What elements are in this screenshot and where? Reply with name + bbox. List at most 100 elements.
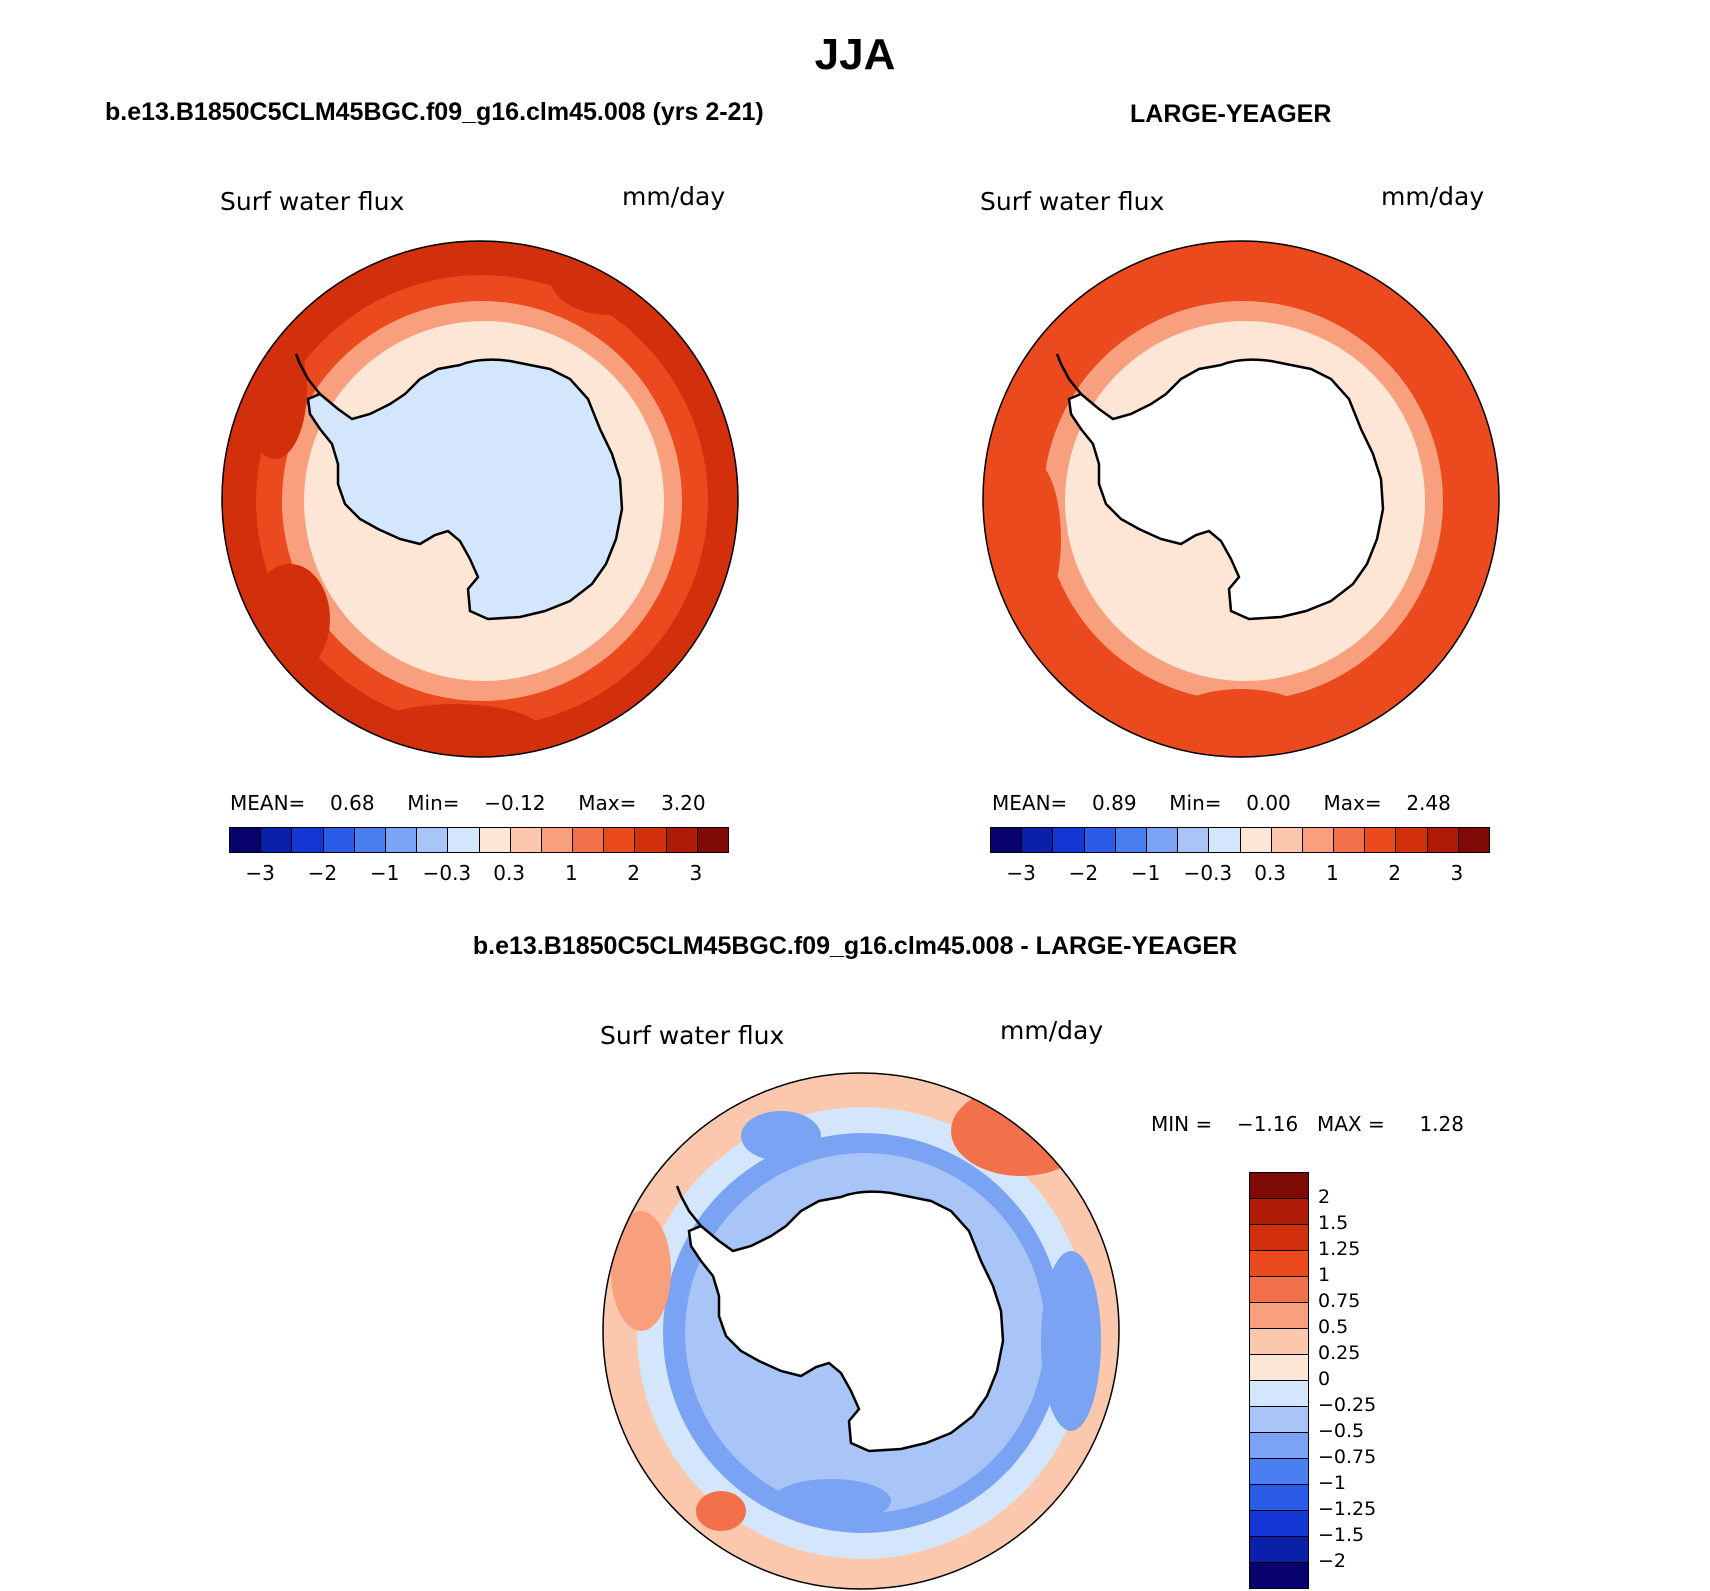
colorbar-level-label: 1.25 (1318, 1238, 1361, 1260)
colorbar-level-label: −0.5 (1318, 1420, 1365, 1442)
contour-anomaly-east (1041, 1251, 1101, 1431)
colorbar-swatch-2 (1250, 1225, 1308, 1251)
colorbar-swatch-4 (1250, 1277, 1308, 1303)
polar-map-obs (982, 240, 1500, 758)
colorbar-swatch-12 (1250, 1485, 1308, 1511)
stats-row-right: MEAN= 0.89 Min= 0.00 Max= 2.48 (992, 791, 1451, 815)
colorbar-swatch-9 (1271, 828, 1303, 852)
colorbar-tick-label: −0.3 (1183, 861, 1233, 885)
colorbar-swatch-14 (666, 828, 698, 852)
variable-label-right: Surf water flux (980, 187, 1165, 216)
map-boundary (982, 240, 1500, 758)
colorbar-swatch-13 (635, 828, 667, 852)
colorbar-swatch-14 (1427, 828, 1459, 852)
colorbar-tick-label: −1 (369, 861, 400, 885)
colorbar-swatch-8 (1240, 828, 1272, 852)
colorbar-swatch-15 (1458, 828, 1489, 852)
contour-hotspot-west (1001, 459, 1061, 619)
colorbar-tick-label: 3 (1450, 861, 1464, 885)
antarctica-coastline (306, 358, 624, 621)
colorbar-swatch-2 (1053, 828, 1085, 852)
diff-min-label: MIN = (1151, 1112, 1213, 1136)
colorbar-tick-label: −3 (1006, 861, 1036, 885)
difference-title: b.e13.B1850C5CLM45BGC.f09_g16.clm45.008 … (472, 932, 1238, 960)
mean-label: MEAN= (992, 791, 1068, 815)
colorbar-swatch-1 (1022, 828, 1054, 852)
colorbar-level-label: 0.25 (1318, 1342, 1361, 1364)
contour-hotspot-north (1141, 241, 1281, 279)
colorbar-level-label: 1.5 (1318, 1212, 1349, 1234)
colorbar-swatch-5 (1250, 1303, 1308, 1329)
colorbar-swatch-6 (1178, 828, 1210, 852)
colorbar-swatch-5 (1146, 828, 1179, 852)
colorbar-left (229, 827, 729, 853)
mean-label: MEAN= (230, 791, 306, 815)
max-label: Max= (578, 791, 637, 815)
diff-max-label: MAX = (1316, 1112, 1385, 1136)
colorbar-swatch-9 (1250, 1407, 1308, 1433)
colorbar-swatch-4 (354, 828, 386, 852)
colorbar-level-label: 0.5 (1318, 1316, 1349, 1338)
antarctic-peninsula (1055, 353, 1082, 395)
colorbar-swatch-15 (1250, 1563, 1308, 1588)
colorbar-level-label: −0.25 (1318, 1394, 1377, 1416)
colorbar-tick-label: 1 (565, 861, 578, 885)
colorbar-swatch-7 (1209, 828, 1241, 852)
colorbar-level-label: 0.75 (1318, 1290, 1361, 1312)
min-value: 0.00 (1246, 791, 1291, 815)
max-value: 3.20 (661, 791, 706, 815)
units-label-diff: mm/day (1000, 1016, 1104, 1045)
colorbar-swatch-13 (1396, 828, 1428, 852)
colorbar-swatch-12 (1365, 828, 1397, 852)
colorbar-tick-label: 2 (1388, 861, 1401, 885)
colorbar-level-label: 2 (1318, 1186, 1331, 1208)
colorbar-tick-label: −0.3 (422, 861, 472, 885)
colorbar-level-label: −0.75 (1318, 1446, 1377, 1468)
colorbar-swatch-1 (261, 828, 293, 852)
colorbar-level-label: −1.25 (1318, 1498, 1377, 1520)
colorbar-level-label: −2 (1318, 1550, 1347, 1572)
colorbar-tick-label: −1 (1130, 861, 1161, 885)
colorbar-swatch-14 (1250, 1537, 1308, 1563)
polar-map-difference (602, 1072, 1120, 1590)
colorbar-swatch-8 (1250, 1381, 1308, 1407)
mean-value: 0.89 (1092, 791, 1137, 815)
contour-anomaly-north (741, 1111, 821, 1161)
colorbar-swatch-11 (1250, 1459, 1308, 1485)
colorbar-swatch-7 (448, 828, 480, 852)
colorbar-swatch-0 (991, 828, 1023, 852)
colorbar-tick-label: 2 (627, 861, 640, 885)
diff-max-value: 1.28 (1419, 1112, 1464, 1136)
colorbar-difference (1249, 1172, 1309, 1589)
mean-value: 0.68 (330, 791, 375, 815)
antarctic-peninsula (294, 353, 321, 395)
diff-stats-row: MIN = −1.16 MAX = 1.28 (1151, 1112, 1464, 1136)
colorbar-swatch-1 (1250, 1199, 1308, 1225)
colorbar-level-label: −1.5 (1318, 1524, 1365, 1546)
stats-row-left: MEAN= 0.68 Min= −0.12 Max= 3.20 (230, 791, 706, 815)
variable-label-diff: Surf water flux (600, 1021, 785, 1050)
colorbar-swatch-10 (541, 828, 574, 852)
colorbar-swatch-11 (573, 828, 605, 852)
colorbar-swatch-0 (1250, 1173, 1308, 1199)
antarctica-coastline (1067, 358, 1385, 621)
contour-hotspot-southwest (250, 564, 330, 674)
colorbar-swatch-2 (292, 828, 324, 852)
contour-hotspot-west (243, 319, 307, 459)
map-boundary (221, 240, 739, 758)
contour-anomaly-south (771, 1479, 891, 1523)
colorbar-swatch-10 (1302, 828, 1335, 852)
colorbar-swatch-5 (385, 828, 418, 852)
colorbar-swatch-0 (230, 828, 262, 852)
contour-hotspot-south (1171, 689, 1311, 749)
max-value: 2.48 (1406, 791, 1451, 815)
units-label-right: mm/day (1381, 182, 1485, 211)
contour-hotspot-south (365, 704, 545, 757)
max-label: Max= (1323, 791, 1382, 815)
colorbar-swatch-3 (1084, 828, 1116, 852)
colorbar-level-label: 0 (1318, 1368, 1331, 1390)
colorbar-tick-label: 0.3 (493, 861, 526, 885)
colorbar-tick-label: 1 (1326, 861, 1339, 885)
diff-min-value: −1.16 (1236, 1112, 1299, 1136)
case-title-left: b.e13.B1850C5CLM45BGC.f09_g16.clm45.008 … (105, 98, 764, 126)
